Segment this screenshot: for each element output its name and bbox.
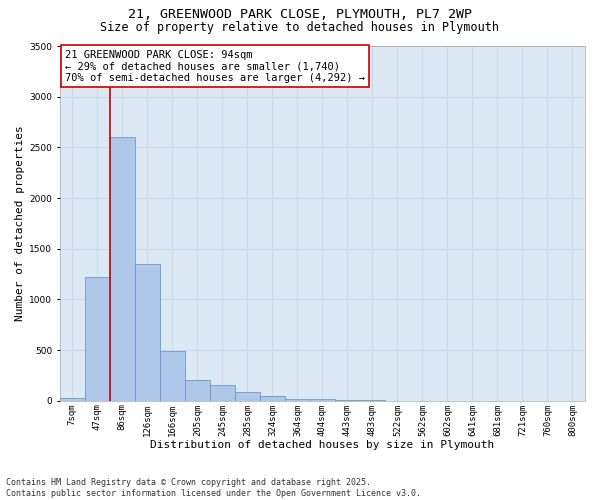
Bar: [260, 396, 285, 401]
Bar: [310, 399, 335, 401]
Bar: [110, 137, 135, 401]
Bar: [60, 398, 85, 401]
Bar: [210, 385, 235, 401]
Bar: [360, 400, 385, 401]
Text: Size of property relative to detached houses in Plymouth: Size of property relative to detached ho…: [101, 21, 499, 34]
Bar: [185, 380, 210, 401]
Bar: [285, 399, 310, 401]
Bar: [85, 277, 110, 401]
Bar: [135, 264, 160, 401]
Bar: [335, 400, 360, 401]
Text: 21, GREENWOOD PARK CLOSE, PLYMOUTH, PL7 2WP: 21, GREENWOOD PARK CLOSE, PLYMOUTH, PL7 …: [128, 8, 472, 20]
Text: 21 GREENWOOD PARK CLOSE: 94sqm
← 29% of detached houses are smaller (1,740)
70% : 21 GREENWOOD PARK CLOSE: 94sqm ← 29% of …: [65, 50, 365, 82]
X-axis label: Distribution of detached houses by size in Plymouth: Distribution of detached houses by size …: [150, 440, 494, 450]
Text: Contains HM Land Registry data © Crown copyright and database right 2025.
Contai: Contains HM Land Registry data © Crown c…: [6, 478, 421, 498]
Bar: [235, 392, 260, 401]
Bar: [160, 351, 185, 401]
Y-axis label: Number of detached properties: Number of detached properties: [15, 126, 25, 322]
